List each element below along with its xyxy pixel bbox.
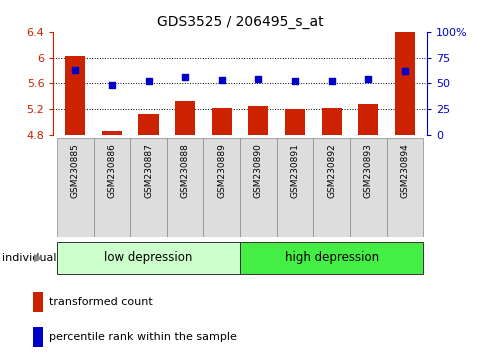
- Text: individual: individual: [2, 253, 57, 263]
- Bar: [93, 138, 130, 237]
- Bar: [33, 292, 43, 312]
- Bar: [248, 106, 268, 135]
- Bar: [33, 327, 43, 347]
- Text: GSM230894: GSM230894: [399, 143, 408, 198]
- Text: GSM230889: GSM230889: [217, 143, 226, 198]
- Bar: [313, 138, 349, 237]
- Text: GSM230886: GSM230886: [107, 143, 116, 198]
- Point: [108, 82, 116, 88]
- Point: [144, 78, 152, 84]
- Text: percentile rank within the sample: percentile rank within the sample: [49, 332, 236, 342]
- Text: GSM230887: GSM230887: [144, 143, 153, 198]
- Bar: [57, 242, 240, 274]
- Bar: [211, 108, 231, 135]
- Bar: [240, 242, 422, 274]
- Title: GDS3525 / 206495_s_at: GDS3525 / 206495_s_at: [156, 16, 323, 29]
- Bar: [349, 138, 386, 237]
- Bar: [276, 138, 313, 237]
- Text: GSM230892: GSM230892: [326, 143, 335, 198]
- Point: [254, 76, 262, 82]
- Bar: [284, 109, 304, 135]
- Point: [363, 76, 371, 82]
- Text: GSM230891: GSM230891: [290, 143, 299, 198]
- Point: [181, 74, 189, 80]
- Text: transformed count: transformed count: [49, 297, 152, 307]
- Text: low depression: low depression: [104, 251, 192, 264]
- Point: [327, 78, 335, 84]
- Text: GSM230890: GSM230890: [253, 143, 262, 198]
- Point: [217, 77, 225, 83]
- Bar: [203, 138, 240, 237]
- Text: GSM230888: GSM230888: [180, 143, 189, 198]
- Text: ▶: ▶: [34, 253, 43, 263]
- Bar: [166, 138, 203, 237]
- Text: high depression: high depression: [284, 251, 378, 264]
- Text: GSM230885: GSM230885: [71, 143, 80, 198]
- Bar: [321, 108, 341, 135]
- Bar: [394, 32, 414, 135]
- Bar: [65, 56, 85, 135]
- Point: [290, 78, 298, 84]
- Point: [71, 67, 79, 73]
- Bar: [175, 101, 195, 135]
- Bar: [240, 138, 276, 237]
- Text: GSM230893: GSM230893: [363, 143, 372, 198]
- Bar: [138, 114, 158, 135]
- Bar: [102, 131, 122, 135]
- Bar: [130, 138, 166, 237]
- Point: [400, 68, 408, 74]
- Bar: [357, 104, 378, 135]
- Bar: [386, 138, 422, 237]
- Bar: [57, 138, 93, 237]
